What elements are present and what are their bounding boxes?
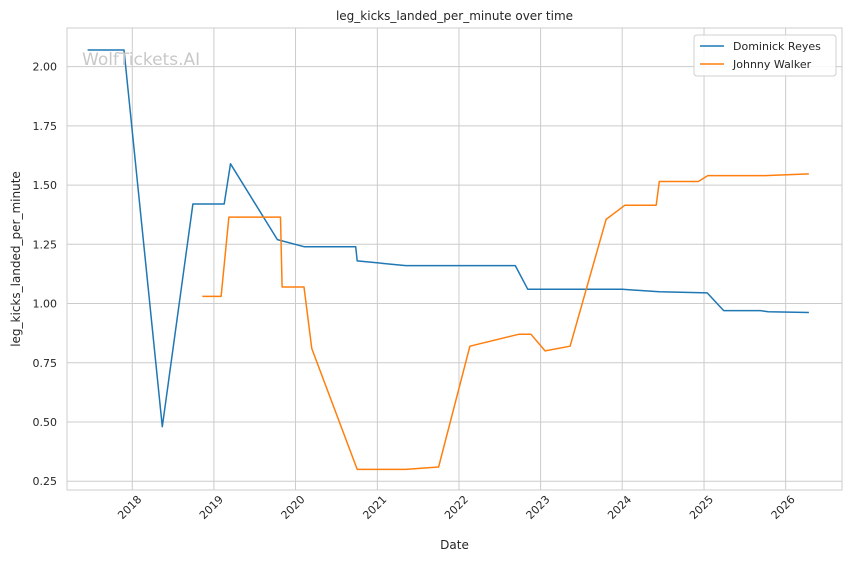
y-tick-label: 0.75	[33, 357, 58, 370]
legend-label-dominick-reyes: Dominick Reyes	[733, 40, 821, 53]
watermark: WolfTickets.AI	[82, 50, 200, 70]
plot-frame	[66, 27, 843, 491]
series-lines	[87, 49, 809, 471]
y-axis-label: leg_kicks_landed_per_minute	[9, 171, 23, 347]
legend-box	[693, 34, 837, 77]
y-tick-label: 1.00	[33, 298, 58, 311]
y-tick-labels: 0.25 0.50 0.75 1.00 1.25 1.50 1.75 2.00	[33, 61, 58, 489]
y-tick-label: 0.50	[33, 416, 58, 429]
legend-label-johnny-walker: Johnny Walker	[732, 58, 812, 71]
legend: Dominick Reyes Johnny Walker	[693, 34, 837, 77]
series-line-johnny-walker	[202, 173, 809, 471]
y-tick-label: 1.25	[33, 238, 58, 251]
y-tick-label: 0.25	[33, 475, 58, 488]
y-tick-label: 2.00	[33, 61, 58, 74]
x-axis-label: Date	[440, 538, 469, 552]
y-tick-label: 1.75	[33, 120, 58, 133]
grid	[67, 28, 842, 490]
chart-title: leg_kicks_landed_per_minute over time	[336, 9, 573, 23]
series-line-dominick-reyes	[87, 49, 809, 428]
y-tick-label: 1.50	[33, 179, 58, 192]
